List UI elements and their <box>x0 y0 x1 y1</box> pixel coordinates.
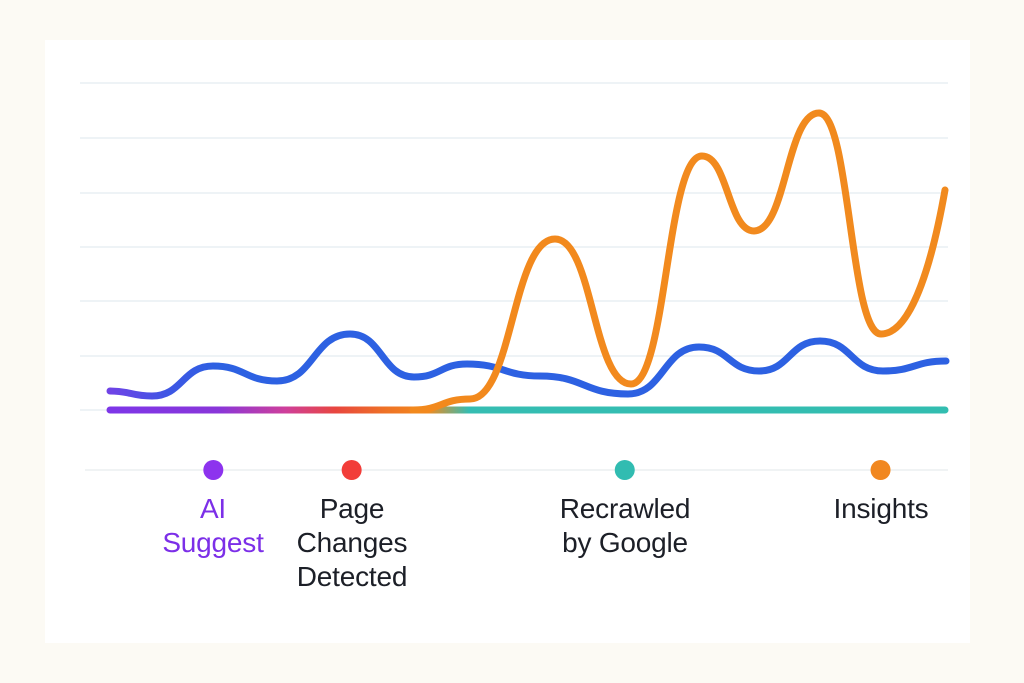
series-insights-wave <box>409 109 949 414</box>
legend-label-recrawled-by-google: Recrawled by Google <box>559 493 691 558</box>
legend-item-insights: Insights <box>834 460 929 526</box>
series-blue-wave <box>106 330 950 400</box>
legend-label-page-changes-detected: Page Changes Detected <box>296 493 408 592</box>
insights-dot-icon <box>871 460 891 480</box>
recrawled-dot-icon <box>614 460 635 480</box>
page-changes-dot-icon <box>342 460 362 480</box>
ai-suggest-dot-icon <box>202 460 223 480</box>
legend-item-ai-suggest: AI Suggest <box>162 460 264 560</box>
legend-label-insights: Insights <box>833 493 929 524</box>
chart-series <box>106 109 950 414</box>
legend-item-recrawled-by-google: Recrawled by Google <box>560 460 690 560</box>
legend-item-page-changes-detected: Page Changes Detected <box>297 460 408 594</box>
legend-label-ai-suggest: AI Suggest <box>162 493 264 558</box>
